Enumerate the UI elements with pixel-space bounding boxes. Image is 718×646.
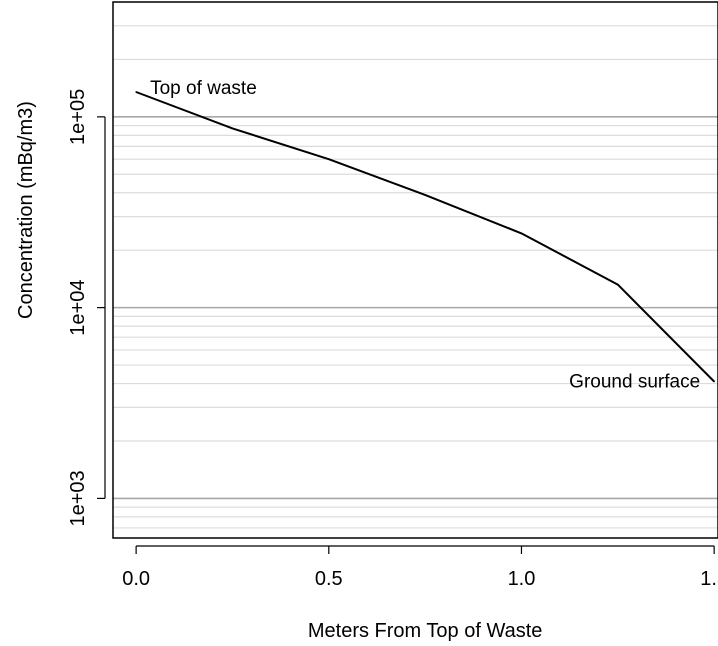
series-layer: [135, 91, 715, 383]
x-tick-label: 1.5: [700, 568, 718, 590]
annotations: Top of waste Ground surface: [150, 78, 700, 393]
annotation-ground-surface: Ground surface: [569, 371, 700, 392]
y-tick-label: 1e+03: [67, 470, 89, 526]
x-axis: 0.0 0.5 1.0 1.5: [122, 545, 718, 590]
x-tick-label: 0.5: [315, 568, 343, 590]
data-point: [135, 91, 137, 93]
data-point: [520, 232, 523, 235]
data-point: [617, 283, 619, 286]
y-tick-label: 1e+05: [67, 89, 89, 145]
annotation-top-of-waste: Top of waste: [150, 78, 257, 99]
data-point: [231, 127, 234, 130]
y-axis: 1e+03 1e+04 1e+05: [67, 89, 106, 526]
x-axis-title: Meters From Top of Waste: [308, 620, 543, 642]
x-tick-label: 0.0: [122, 568, 150, 590]
y-tick-label: 1e+04: [67, 280, 89, 336]
data-point: [327, 158, 330, 160]
y-axis-title: Concentration (mBq/m3): [15, 101, 37, 319]
data-point: [424, 194, 426, 196]
plot-frame: [112, 1, 718, 539]
x-tick-label: 1.0: [508, 568, 536, 590]
data-point: [713, 380, 715, 383]
